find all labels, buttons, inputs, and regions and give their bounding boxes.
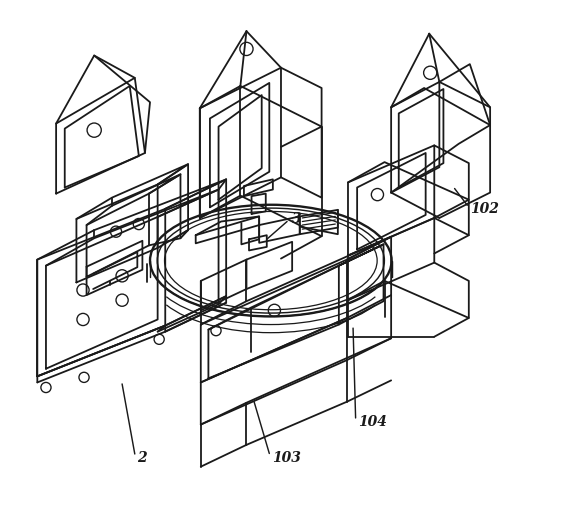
Text: 2: 2 [137,450,147,465]
Text: 102: 102 [470,202,499,216]
Text: 103: 103 [272,450,301,465]
Text: 3: 3 [292,212,302,226]
Text: 104: 104 [358,415,387,429]
